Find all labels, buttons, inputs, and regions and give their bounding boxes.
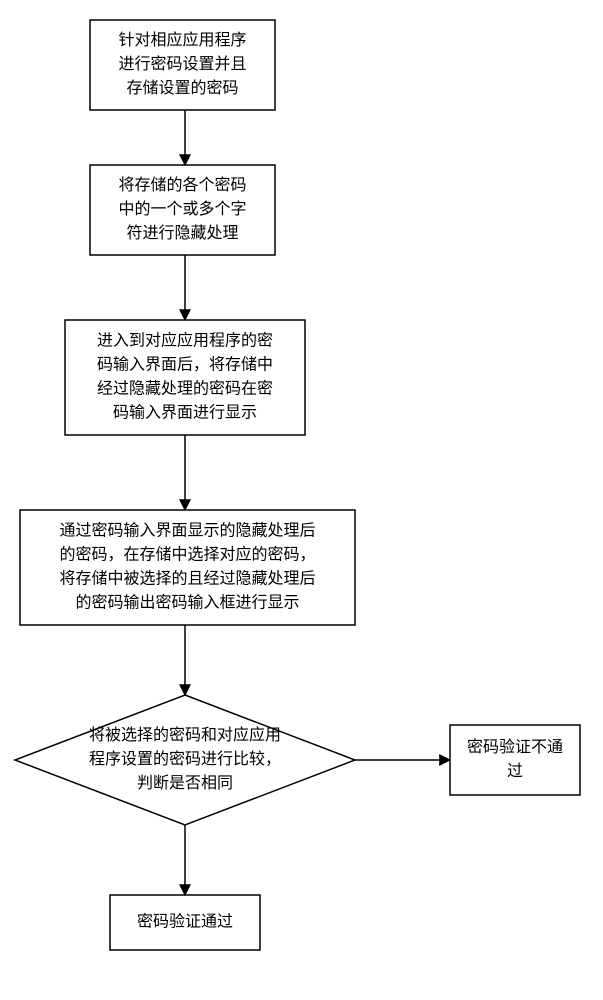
node-n4: 通过密码输入界面显示的隐藏处理后的密码，在存储中选择对应的密码， 将存储中被选择的… (20, 510, 355, 625)
node-n2-line-2: 符进行隐藏处理 (126, 224, 238, 242)
node-n3-line-2: 经过隐藏处理的密码在密 (97, 380, 273, 398)
node-n7-line-0: 密码验证通过 (137, 913, 233, 931)
node-n7: 密码验证通过 (110, 895, 260, 950)
node-n4-line-3: 的密码输出密码输入框进行显示 (75, 594, 299, 612)
node-n1-line-2: 存储设置的密码 (126, 79, 238, 97)
node-n1-line-1: 进行密码设置并且 (118, 55, 246, 73)
node-n6-line-1: 过 (507, 762, 523, 780)
node-n6-line-0: 密码验证不通 (467, 738, 563, 756)
node-n3-line-1: 码输入界面后，将存储中 (97, 356, 273, 374)
node-n2: 将存储的各个密码中的一个或多个字符进行隐藏处理 (90, 165, 275, 255)
node-n3-line-3: 码输入界面进行显示 (113, 404, 257, 422)
node-n2-line-1: 中的一个或多个字 (118, 200, 246, 218)
node-n2-line-0: 将存储的各个密码 (118, 176, 246, 194)
node-n1-line-0: 针对相应应用程序 (118, 30, 246, 49)
node-n5: 将被选择的密码和对应应用程序设置的密码进行比较， 判断是否相同 (15, 695, 355, 825)
node-n3-line-0: 进入到对应应用程序的密 (97, 331, 273, 350)
node-n6: 密码验证不通过 (450, 725, 580, 795)
node-n4-line-1: 的密码，在存储中选择对应的密码， (59, 545, 315, 564)
node-n4-line-0: 通过密码输入界面显示的隐藏处理后 (59, 522, 315, 540)
node-n3: 进入到对应应用程序的密码输入界面后，将存储中经过隐藏处理的密码在密码输入界面进行… (65, 320, 305, 435)
flowchart-svg: 针对相应应用程序进行密码设置并且存储设置的密码将存储的各个密码中的一个或多个字符… (0, 0, 603, 1000)
node-n5-line-1: 程序设置的密码进行比较， (89, 750, 281, 768)
node-n5-line-2: 判断是否相同 (137, 774, 233, 792)
node-n1: 针对相应应用程序进行密码设置并且存储设置的密码 (90, 20, 275, 110)
node-n4-line-2: 将存储中被选择的且经过隐藏处理后 (59, 570, 315, 588)
node-n5-line-0: 将被选择的密码和对应应用 (89, 725, 281, 744)
